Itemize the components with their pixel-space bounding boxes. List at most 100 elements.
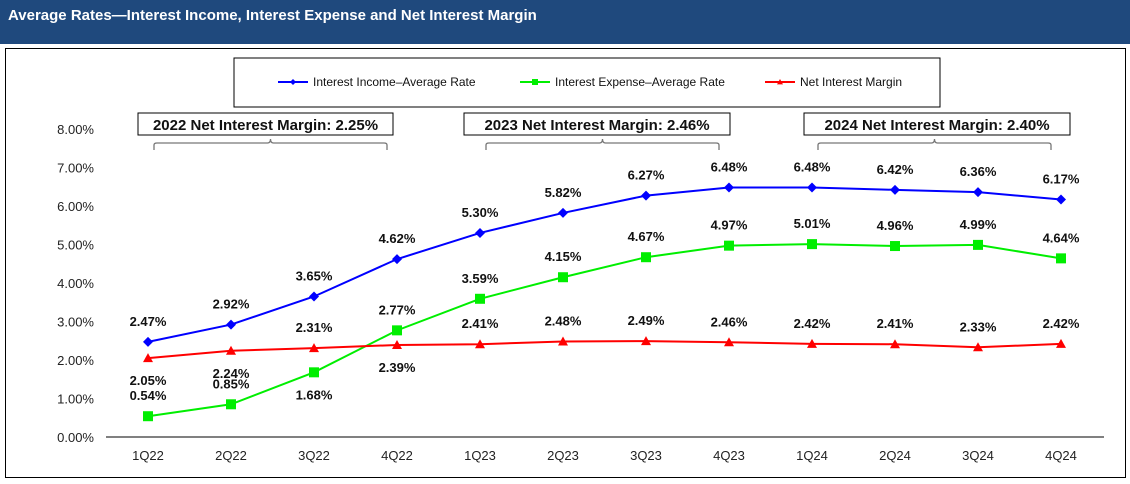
x-tick-label: 3Q24 — [962, 448, 994, 463]
data-label-1: 4.96% — [877, 218, 914, 233]
legend-label: Interest Expense–Average Rate — [555, 75, 725, 89]
data-label-0: 5.30% — [462, 205, 499, 220]
data-point-1 — [475, 293, 485, 304]
series-line-0 — [147, 186, 1062, 343]
x-tick-label: 4Q23 — [713, 448, 745, 463]
data-point-2 — [890, 339, 900, 349]
data-point-1 — [558, 272, 568, 283]
data-point-1 — [1056, 253, 1066, 264]
x-tick-label: 4Q24 — [1045, 448, 1077, 463]
data-point-2 — [724, 337, 734, 347]
annotation-box-1 — [463, 112, 731, 136]
data-point-1 — [143, 411, 153, 422]
data-point-0 — [309, 291, 319, 302]
data-label-2: 2.41% — [462, 316, 499, 331]
data-point-1 — [226, 399, 236, 410]
y-tick-label: 8.00% — [57, 122, 94, 137]
series-line-2 — [147, 340, 1062, 360]
data-point-2 — [475, 339, 485, 349]
annotation-box-0 — [137, 112, 394, 136]
data-label-2: 2.42% — [1043, 316, 1080, 331]
x-tick-label: 3Q22 — [298, 448, 330, 463]
data-point-0 — [641, 190, 651, 201]
data-label-1: 1.68% — [296, 387, 333, 402]
data-label-0: 6.27% — [628, 168, 665, 183]
data-point-2 — [641, 336, 651, 346]
legend-label: Interest Income–Average Rate — [313, 75, 476, 89]
annotation-brace-0 — [153, 138, 388, 150]
annotation-label: 2023 Net Interest Margin: 2.46% — [484, 117, 709, 134]
data-point-0 — [890, 184, 900, 195]
series-line-1 — [147, 243, 1062, 418]
annotation-brace-2 — [817, 138, 1052, 150]
x-tick-label: 2Q24 — [879, 448, 911, 463]
title-bar: Average Rates—Interest Income, Interest … — [0, 0, 1130, 44]
data-point-0 — [475, 227, 485, 238]
data-label-2: 2.46% — [711, 314, 748, 329]
legend-marker-1 — [532, 79, 538, 85]
data-point-0 — [143, 336, 153, 347]
data-label-1: 4.67% — [628, 229, 665, 244]
data-point-0 — [558, 207, 568, 218]
x-tick-label: 1Q22 — [132, 448, 164, 463]
data-point-0 — [392, 254, 402, 265]
data-point-0 — [724, 182, 734, 193]
data-label-0: 2.47% — [130, 314, 167, 329]
annotation-brace-1 — [485, 138, 720, 150]
data-label-0: 3.65% — [296, 268, 333, 283]
data-label-1: 4.64% — [1043, 230, 1080, 245]
data-label-0: 6.42% — [877, 162, 914, 177]
x-tick-label: 1Q24 — [796, 448, 828, 463]
y-tick-label: 3.00% — [57, 315, 94, 330]
y-tick-label: 2.00% — [57, 353, 94, 368]
y-tick-label: 5.00% — [57, 238, 94, 253]
data-label-1: 2.77% — [379, 302, 416, 317]
data-label-0: 4.62% — [379, 231, 416, 246]
data-label-2: 2.42% — [794, 316, 831, 331]
data-label-0: 6.36% — [960, 164, 997, 179]
data-label-2: 2.39% — [379, 360, 416, 375]
data-point-2 — [973, 342, 983, 352]
data-label-2: 2.33% — [960, 319, 997, 334]
data-label-0: 6.48% — [711, 160, 748, 175]
annotation-label: 2022 Net Interest Margin: 2.25% — [153, 117, 378, 134]
legend-marker-2 — [777, 79, 783, 85]
page-title: Average Rates—Interest Income, Interest … — [8, 7, 537, 24]
data-point-2 — [807, 338, 817, 348]
data-point-1 — [724, 240, 734, 251]
legend-marker-0 — [290, 79, 296, 85]
data-point-2 — [392, 339, 402, 349]
data-point-0 — [226, 319, 236, 330]
data-point-2 — [558, 336, 568, 346]
data-point-2 — [1056, 338, 1066, 348]
annotation-box-2 — [803, 112, 1071, 136]
x-tick-label: 4Q22 — [381, 448, 413, 463]
data-label-1: 5.01% — [794, 216, 831, 231]
x-tick-label: 2Q23 — [547, 448, 579, 463]
x-tick-label: 3Q23 — [630, 448, 662, 463]
data-label-1: 3.59% — [462, 271, 499, 286]
data-label-0: 5.82% — [545, 185, 582, 200]
annotation-label: 2024 Net Interest Margin: 2.40% — [824, 117, 1049, 134]
data-label-1: 0.54% — [130, 388, 167, 403]
data-point-1 — [890, 241, 900, 252]
data-label-2: 2.48% — [545, 314, 582, 329]
legend-label: Net Interest Margin — [800, 75, 902, 89]
data-label-2: 2.24% — [213, 366, 250, 381]
y-tick-label: 4.00% — [57, 276, 94, 291]
data-label-0: 2.92% — [213, 297, 250, 312]
chart-frame — [5, 48, 1126, 478]
data-point-2 — [226, 345, 236, 355]
data-label-1: 4.99% — [960, 217, 997, 232]
data-label-2: 2.05% — [130, 373, 167, 388]
data-point-2 — [309, 343, 319, 353]
data-label-2: 2.41% — [877, 316, 914, 331]
data-point-1 — [973, 239, 983, 250]
x-tick-label: 2Q22 — [215, 448, 247, 463]
y-tick-label: 0.00% — [57, 430, 94, 445]
y-tick-label: 1.00% — [57, 392, 94, 407]
data-point-1 — [309, 367, 319, 378]
data-label-0: 6.48% — [794, 160, 831, 175]
